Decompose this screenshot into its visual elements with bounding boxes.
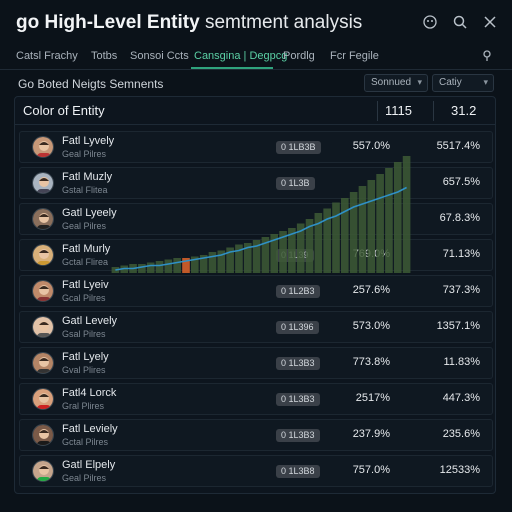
search-icon[interactable]	[452, 14, 468, 30]
section-title: Go Boted Neigts Semnents	[18, 77, 164, 91]
app-title-rest: semtment analysis	[204, 12, 363, 33]
entity-name: Gatl Lyeely	[62, 207, 117, 219]
value-col2: 67.8.3%	[439, 212, 480, 224]
value-col2: 11.83%	[443, 356, 481, 368]
table-row[interactable]: Fatl Murly Gctal Flirea 0 1L39 769.0% 71.13%	[19, 239, 493, 271]
score-badge: 0 1L396	[276, 321, 319, 334]
score-badge: 0 1L3B8	[276, 465, 320, 478]
pin-icon[interactable]	[480, 49, 494, 63]
entity-subtitle: Geal Pilres	[62, 149, 107, 159]
avatar	[32, 388, 54, 410]
entity-subtitle: Gctal Flirea	[62, 257, 109, 267]
grid-icon[interactable]	[422, 14, 438, 30]
table-row[interactable]: Fatl Lyeiv Gcal Pilres 0 1L2B3 257.6% 737.3%	[19, 275, 493, 307]
entity-name: Gatl Levely	[62, 315, 118, 327]
value-col1: 769.0%	[352, 248, 390, 260]
score-badge: 0 1L3B3	[276, 429, 320, 442]
score-badge: 0 1L2B3	[276, 285, 320, 298]
entity-name: Fatl Lyvely	[62, 135, 115, 147]
value-col1: 2517%	[355, 392, 390, 404]
entity-subtitle: Gstal Flitea	[62, 185, 108, 195]
value-col1: 757.0%	[352, 464, 390, 476]
table-header: Color of Entity 1115 31.2	[15, 97, 495, 125]
value-col1: 573.0%	[352, 320, 390, 332]
entity-name: Fatl Leviely	[62, 423, 118, 435]
value-col2: 447.3%	[442, 392, 480, 404]
value-col2: 737.3%	[442, 284, 480, 296]
category-select[interactable]: Catiy ▾	[432, 74, 494, 92]
tab-cansgina-degpcg[interactable]: Cansgina | Degpcg	[194, 50, 288, 62]
tab-sonsoi-ccts[interactable]: Sonsoi Ccts	[130, 50, 189, 62]
entity-name: Fatl Lyely	[62, 351, 109, 363]
entity-subtitle: Gsal Pilres	[62, 329, 106, 339]
table-row[interactable]: Gatl Levely Gsal Pilres 0 1L396 573.0% 1357.…	[19, 311, 493, 343]
avatar	[32, 316, 54, 338]
tab-pordlg[interactable]: Pordlg	[283, 50, 315, 62]
active-tab-indicator	[191, 67, 273, 69]
category-select-value: Catiy	[439, 77, 462, 88]
entity-subtitle: Gval Plires	[62, 365, 106, 375]
score-badge: 0 1L39	[276, 249, 314, 262]
score-badge: 0 1L3B3	[276, 357, 320, 370]
entity-name: Fatl Murly	[62, 243, 111, 255]
close-icon[interactable]	[482, 14, 498, 30]
tab-catsl-frachy[interactable]: Catsl Frachy	[16, 50, 78, 62]
title-bar: go High-Level Entity semtment analysis	[0, 0, 512, 44]
column-header-2[interactable]: 31.2	[451, 103, 477, 118]
table-row[interactable]: Gatl Lyeely Geal Pilres 67.8.3%	[19, 203, 493, 235]
value-col2: 1357.1%	[436, 320, 480, 332]
tab-fcr-fegile[interactable]: Fcr Fegile	[330, 50, 379, 62]
avatar	[32, 244, 54, 266]
table-row[interactable]: Fatl Leviely Gctal Pilres 0 1L3B3 237.9% 235…	[19, 419, 493, 451]
tab-totbs[interactable]: Totbs	[91, 50, 118, 62]
avatar	[32, 136, 54, 158]
column-divider	[433, 101, 434, 121]
app-title: go High-Level Entity semtment analysis	[16, 12, 362, 34]
entity-name: Fatl Lyeiv	[62, 279, 109, 291]
avatar	[32, 208, 54, 230]
score-badge: 0 1L3B	[276, 177, 315, 190]
table-row[interactable]: Fatl Muzly Gstal Flitea 0 1L3B 657.5%	[19, 167, 493, 199]
chevron-down-icon: ▾	[417, 77, 422, 87]
value-col2: 5517.4%	[436, 140, 480, 152]
avatar	[32, 280, 54, 302]
entity-subtitle: Geal Pilres	[62, 221, 107, 231]
column-divider	[377, 101, 378, 121]
avatar	[32, 352, 54, 374]
entity-name: Gatl Elpely	[62, 459, 116, 471]
table-row[interactable]: Fatl Lyely Gval Plires 0 1L3B3 773.8% 11.83%	[19, 347, 493, 379]
app-title-bold: go High-Level Entity	[16, 12, 200, 33]
table-label: Color of Entity	[23, 103, 105, 118]
value-col1: 773.8%	[352, 356, 390, 368]
column-header-1[interactable]: 1115	[385, 103, 412, 118]
value-col2: 12533%	[439, 464, 480, 476]
value-col2: 71.13%	[442, 248, 480, 260]
entity-table: Color of Entity 1115 31.2 Fatl Lyvely Gea…	[14, 96, 496, 494]
window-controls	[422, 14, 498, 30]
chevron-down-icon: ▾	[483, 77, 488, 87]
entity-subtitle: Gral Plires	[62, 401, 105, 411]
score-badge: 0 1LB3B	[276, 141, 321, 154]
sentiment-select[interactable]: Sonnued ▾	[364, 74, 428, 92]
tab-bar: Catsl Frachy Totbs Sonsoi Ccts Cansgina …	[0, 44, 512, 70]
entity-subtitle: Gcal Pilres	[62, 293, 106, 303]
value-col2: 235.6%	[442, 428, 480, 440]
avatar	[32, 172, 54, 194]
value-col1: 257.6%	[352, 284, 390, 296]
entity-name: Fatl4 Lorck	[62, 387, 117, 399]
table-row[interactable]: Fatl Lyvely Geal Pilres 0 1LB3B 557.0% 5517.…	[19, 131, 493, 163]
avatar	[32, 424, 54, 446]
value-col1: 237.9%	[352, 428, 390, 440]
sentiment-select-value: Sonnued	[371, 77, 412, 88]
entity-name: Fatl Muzly	[62, 171, 113, 183]
value-col2: 657.5%	[442, 176, 480, 188]
table-row[interactable]: Gatl Elpely Geal Pilres 0 1L3B8 757.0% 12533…	[19, 455, 493, 487]
avatar	[32, 460, 54, 482]
entity-subtitle: Gctal Pilres	[62, 437, 109, 447]
value-col1: 557.0%	[352, 140, 390, 152]
score-badge: 0 1L3B3	[276, 393, 320, 406]
table-row[interactable]: Fatl4 Lorck Gral Plires 0 1L3B3 2517% 447.3%	[19, 383, 493, 415]
entity-subtitle: Geal Pilres	[62, 473, 107, 483]
